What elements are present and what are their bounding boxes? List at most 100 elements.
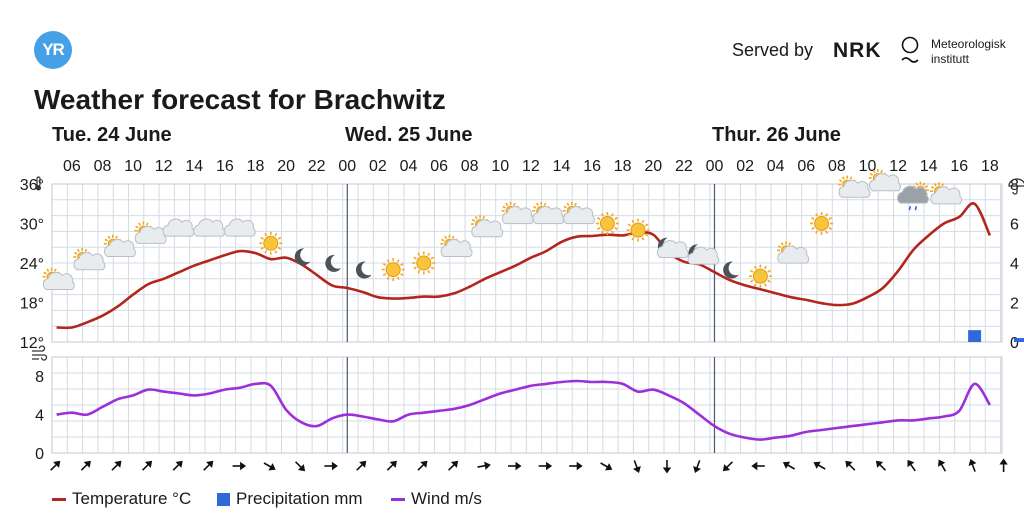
hour-tick-label: 08: [94, 158, 112, 175]
wind-direction-arrow: [80, 460, 91, 471]
hour-tick-label: 02: [736, 158, 754, 175]
precipitation-bar: [1013, 338, 1024, 342]
wind-direction-arrow: [324, 461, 338, 471]
wind-direction-arrow: [141, 460, 153, 471]
hour-tick-label: 16: [216, 158, 234, 175]
wind-direction-arrow: [356, 460, 367, 471]
legend-wind: Wind m/s: [391, 489, 482, 509]
wind-direction-arrow: [538, 461, 553, 471]
yr-logo[interactable]: YR: [34, 31, 72, 69]
wind-direction-arrow: [968, 458, 977, 472]
partly-cloudy-day-icon: [562, 201, 595, 225]
sun-icon: [626, 218, 650, 242]
legend-precipitation-label: Precipitation mm: [236, 489, 363, 508]
temperature-grid: [51, 183, 1003, 343]
partly-cloudy-day-icon: [103, 234, 136, 258]
partly-cloudy-day-icon: [868, 169, 901, 192]
wind-direction-arrow: [693, 460, 702, 474]
partly-cloudy-day-icon: [134, 221, 167, 244]
grid-frame: [51, 356, 1003, 454]
legend-temperature: Temperature °C: [52, 489, 191, 509]
partly-cloudy-day-icon: [532, 201, 565, 225]
rain-cloud-icon: [897, 181, 929, 211]
cloudy-icon: [223, 218, 256, 237]
partly-cloudy-day-icon: [440, 234, 473, 258]
wind-direction-arrow: [722, 461, 734, 472]
precipitation-tick-label: 6: [1010, 217, 1019, 234]
wind-grid: [51, 356, 1003, 454]
hour-tick-label: 08: [461, 158, 479, 175]
legend-wind-label: Wind m/s: [411, 489, 482, 508]
hour-tick-label: 18: [614, 158, 632, 175]
wind-icon: [32, 345, 48, 361]
wind-direction-arrow: [263, 462, 276, 471]
wind-direction-arrow: [875, 460, 887, 471]
partly-cloudy-day-icon: [73, 248, 106, 271]
partly-cloudy-night-icon: [656, 237, 689, 259]
sun-icon: [595, 212, 619, 235]
legend-temperature-label: Temperature °C: [72, 489, 192, 508]
wind-direction-arrow: [386, 460, 397, 471]
legend-precipitation-swatch: [217, 492, 230, 506]
moon-icon: [355, 261, 372, 279]
temperature-tick-label: 24°: [20, 256, 44, 273]
partly-cloudy-night-icon: [687, 244, 720, 265]
hour-tick-label: 10: [124, 158, 142, 175]
sun-icon: [259, 231, 283, 255]
wind-direction-arrow: [662, 460, 672, 474]
wind-direction-arrow: [907, 459, 916, 472]
hour-tick-label: 06: [797, 158, 815, 175]
legend-wind-swatch: [391, 497, 405, 501]
wind-direction-arrow: [294, 461, 306, 472]
wind-direction-arrow: [813, 461, 826, 470]
wind-direction-arrow: [111, 460, 122, 471]
hour-tick-label: 10: [491, 158, 509, 175]
day-label-tue: Tue. 24 June: [52, 124, 172, 146]
hour-tick-label: 14: [185, 158, 203, 175]
met-institute-icon: [901, 36, 919, 63]
hour-tick-label: 22: [675, 158, 693, 175]
wind-arrows: [50, 458, 1008, 474]
hour-tick-label: 02: [369, 158, 387, 175]
precipitation-tick-label: 4: [1010, 256, 1019, 273]
hour-tick-label: 20: [277, 158, 295, 175]
wind-direction-arrow: [447, 460, 459, 471]
cloudy-icon: [193, 218, 226, 237]
wind-tick-label: 0: [35, 446, 44, 463]
wind-direction-arrow: [203, 460, 214, 471]
wind-direction-arrow: [751, 461, 765, 471]
sun-icon: [748, 264, 772, 288]
partly-cloudy-day-icon: [776, 241, 810, 264]
legend-temperature-swatch: [52, 497, 66, 501]
hour-tick-label: 06: [63, 158, 81, 175]
temperature-line: [56, 202, 992, 330]
wind-tick-label: 8: [35, 369, 44, 386]
hour-tick-label: 12: [522, 158, 540, 175]
wind-direction-arrow: [845, 460, 856, 471]
temperature-tick-label: 30°: [20, 217, 44, 234]
partly-cloudy-day-icon: [42, 267, 75, 290]
wind-direction-arrow: [782, 461, 795, 470]
moon-icon: [325, 254, 341, 272]
cloudy-icon: [162, 218, 195, 237]
hour-tick-label: 12: [155, 158, 173, 175]
met-institute-logo[interactable]: Meteorologisk institutt: [931, 37, 1006, 67]
wind-line: [56, 379, 992, 441]
wind-direction-arrow: [172, 460, 183, 471]
partly-cloudy-day-icon: [501, 201, 534, 225]
hour-tick-label: 16: [583, 158, 601, 175]
hour-tick-label: 18: [981, 158, 999, 175]
umbrella-icon: [1008, 178, 1024, 195]
wind-direction-arrow: [569, 461, 583, 471]
moon-icon: [723, 261, 739, 279]
hour-tick-label: 08: [828, 158, 846, 175]
precipitation-tick-label: 0: [1010, 335, 1019, 352]
sun-icon: [810, 212, 834, 235]
hour-tick-label: 20: [644, 158, 662, 175]
day-label-thur: Thur. 26 June: [712, 124, 841, 146]
hour-tick-label: 18: [247, 158, 265, 175]
nrk-logo[interactable]: NRK: [833, 39, 882, 62]
page-title: Weather forecast for Brachwitz: [34, 84, 446, 115]
precipitation-tick-label: 2: [1010, 296, 1019, 313]
